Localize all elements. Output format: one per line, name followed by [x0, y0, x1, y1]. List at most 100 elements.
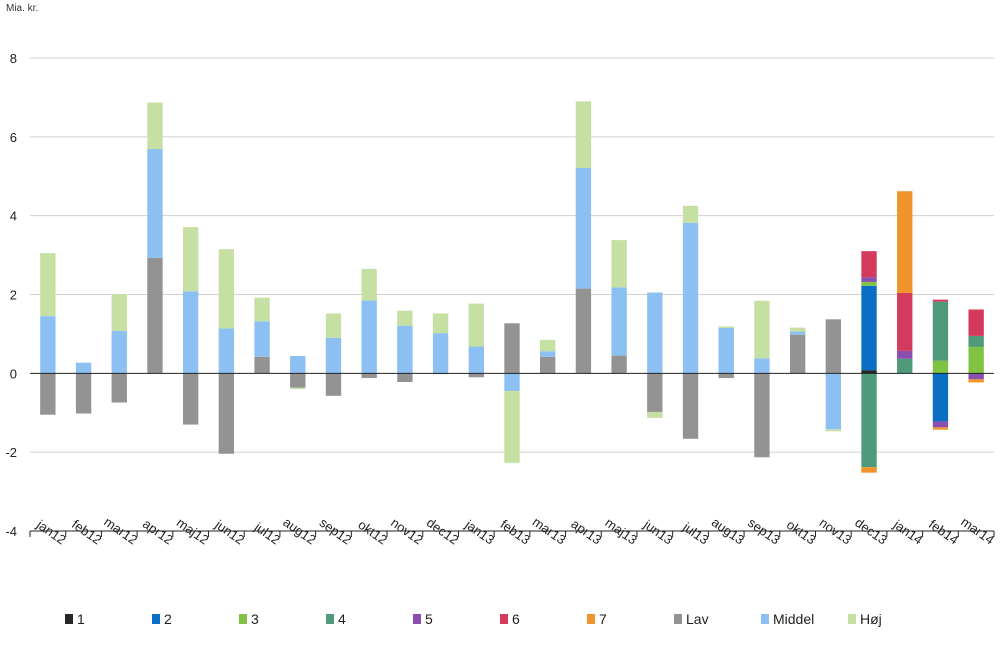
bar-segment-middel	[647, 292, 663, 374]
legend-label: 3	[251, 611, 259, 627]
bar-segment-lav	[611, 355, 627, 374]
bar-segment-5	[861, 277, 877, 282]
x-tick-label: jan14	[890, 516, 925, 547]
legend-swatch-5	[413, 614, 421, 624]
y-tick-label: -4	[5, 524, 17, 539]
bar-segment-2	[861, 285, 877, 371]
bar-segment-middel	[218, 328, 235, 374]
bar-segment-lav	[290, 373, 306, 388]
bar-segment-høj	[111, 294, 127, 331]
bar-segment-lav	[361, 373, 377, 379]
bar-segment-høj	[718, 326, 734, 329]
x-tick-label: okt13	[784, 517, 819, 548]
bar-segment-høj	[647, 411, 663, 418]
bar-segment-høj	[182, 227, 199, 292]
bar-segment-høj	[290, 387, 306, 390]
bar-segment-7	[897, 191, 913, 293]
bar-segment-5	[897, 350, 913, 359]
bar-segment-middel	[540, 351, 556, 357]
bar-segment-1	[861, 370, 877, 374]
bar-segment-lav	[40, 373, 56, 415]
bar-segment-middel	[325, 337, 342, 374]
unit-label: Mia. kr.	[6, 3, 39, 14]
bar-segment-lav	[789, 334, 806, 374]
bar-segment-middel	[504, 373, 520, 392]
bar-segment-middel	[254, 321, 270, 357]
bar-segment-lav	[468, 373, 484, 378]
y-tick-label: -2	[5, 445, 17, 460]
x-tick-label: feb13	[498, 517, 533, 548]
x-tick-label: okt12	[355, 517, 390, 548]
bar-segment-6	[897, 292, 913, 351]
bar-segment-lav	[75, 373, 92, 414]
bar-segment-lav	[218, 373, 235, 454]
bar-segment-lav	[397, 373, 413, 383]
bar-segment-5	[932, 421, 949, 428]
bar-segment-6	[932, 299, 949, 302]
x-tick-label: feb12	[69, 517, 104, 548]
bar-segment-middel	[432, 333, 449, 374]
bar-segment-middel	[361, 300, 377, 374]
bar-segment-6	[861, 251, 877, 278]
bar-segment-høj	[575, 101, 592, 168]
bar-segment-høj	[254, 297, 270, 322]
bar-segment-høj	[540, 339, 556, 352]
legend-swatch-7	[587, 614, 595, 624]
bar-segment-høj	[397, 310, 413, 326]
bar-segment-7	[968, 379, 984, 383]
bar-segment-lav	[182, 373, 199, 425]
bar-segment-lav	[111, 373, 127, 403]
legend-label: Høj	[860, 611, 882, 627]
bar-segment-middel	[682, 222, 699, 374]
bar-segment-høj	[325, 313, 342, 338]
bar-segment-4	[897, 358, 913, 374]
bar-segment-lav	[147, 257, 163, 374]
legend-swatch-høj	[848, 614, 856, 624]
y-tick-label: 6	[10, 130, 17, 145]
x-tick-label: jul13	[679, 519, 711, 548]
bar-segment-lav	[540, 356, 556, 374]
bar-segment-middel	[754, 358, 770, 374]
legend-swatch-6	[500, 614, 508, 624]
legend-label: 4	[338, 611, 346, 627]
bar-segment-middel	[397, 325, 413, 374]
bar-segment-middel	[75, 362, 92, 374]
x-tick-label: jun12	[212, 516, 247, 547]
bar-segment-høj	[432, 313, 449, 334]
bar-segment-middel	[290, 355, 306, 374]
bar-segment-4	[861, 373, 877, 468]
x-tick-label: feb14	[926, 517, 961, 548]
legend-swatch-1	[65, 614, 73, 624]
bar-segment-middel	[825, 373, 842, 430]
bar-segment-høj	[361, 268, 377, 301]
bar-segment-7	[932, 427, 949, 430]
legend-label: 1	[77, 611, 85, 627]
y-tick-label: 2	[10, 288, 17, 303]
legend-label: 6	[512, 611, 520, 627]
x-tick-label: apr12	[140, 516, 176, 547]
bar-segment-middel	[40, 316, 56, 374]
bar-segment-høj	[504, 391, 520, 463]
bar-segment-høj	[218, 249, 235, 329]
bar-segment-lav	[825, 319, 842, 374]
bar-segment-lav	[682, 373, 699, 439]
bar-segment-lav	[504, 323, 520, 374]
bar-segment-4	[932, 301, 949, 361]
bar-segment-middel	[147, 149, 163, 258]
legend-swatch-middel	[761, 614, 769, 624]
y-tick-label: 8	[10, 51, 17, 66]
bar-segment-høj	[147, 102, 163, 150]
bar-segment-3	[861, 281, 877, 286]
bar-segment-middel	[789, 331, 806, 335]
bar-segment-6	[968, 309, 984, 336]
bar-segment-middel	[111, 330, 127, 374]
y-tick-label: 0	[10, 366, 17, 381]
legend-swatch-lav	[674, 614, 682, 624]
bar-segment-middel	[611, 287, 627, 356]
bar-segment-middel	[718, 328, 734, 374]
legend-swatch-4	[326, 614, 334, 624]
bar-segment-lav	[754, 373, 770, 458]
legend-label: 5	[425, 611, 433, 627]
bar-segment-lav	[254, 356, 270, 374]
legend-swatch-3	[239, 614, 247, 624]
